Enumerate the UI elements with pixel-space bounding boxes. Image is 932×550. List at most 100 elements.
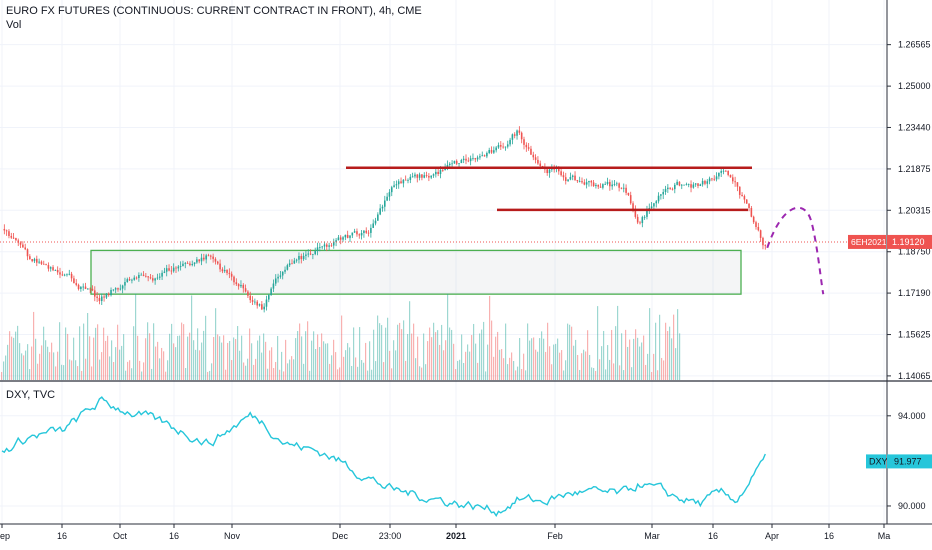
volume-bar <box>377 315 379 380</box>
candle-body <box>486 152 488 157</box>
volume-bar <box>663 360 665 380</box>
volume-bar <box>107 335 109 380</box>
volume-bar <box>417 336 419 380</box>
candle-body <box>745 199 748 204</box>
candle-body <box>367 232 370 234</box>
last-price-badge: 6EH2021 1.19120 <box>848 234 932 249</box>
volume-bar <box>271 347 273 380</box>
volume-bar <box>441 324 443 380</box>
candle-body <box>184 262 187 264</box>
volume-bar <box>35 338 37 380</box>
volume-bar <box>381 325 383 380</box>
candle-body <box>353 231 356 233</box>
candle-body <box>606 181 609 184</box>
candle-body <box>84 286 87 289</box>
volume-bar <box>109 356 111 380</box>
candle-body <box>525 144 528 148</box>
candle-body <box>281 271 284 276</box>
candle-body <box>135 277 138 279</box>
volume-bar <box>287 363 289 380</box>
candle-body <box>63 274 66 276</box>
volume-bar <box>575 339 577 380</box>
candle-body <box>377 214 379 221</box>
candle-body <box>3 228 6 231</box>
volume-bar <box>111 340 113 380</box>
volume-bar <box>675 348 677 380</box>
volume-bar <box>69 359 71 380</box>
volume-bar <box>97 324 99 380</box>
candle-body <box>61 274 64 276</box>
dxy-price-axis: 94.000 90.000 <box>887 411 926 511</box>
candle-body <box>397 181 400 185</box>
projection-path <box>766 206 825 295</box>
candle-body <box>205 255 207 260</box>
candle-body <box>307 253 310 255</box>
volume-bar <box>391 368 393 380</box>
candle-body <box>578 181 581 182</box>
candle-body <box>597 184 600 187</box>
volume-bar <box>565 360 567 380</box>
volume-bar <box>289 359 291 380</box>
volume-bar <box>607 345 609 380</box>
volume-bar <box>351 365 353 380</box>
candle-body <box>435 171 437 175</box>
candle-body <box>59 272 61 275</box>
volume-bar <box>397 324 399 380</box>
candle-body <box>244 288 247 292</box>
volume-bar <box>513 361 515 380</box>
candle-body <box>172 267 175 272</box>
candle-body <box>481 155 484 157</box>
volume-bar <box>503 358 505 380</box>
candle-body <box>414 174 416 177</box>
volume-bar <box>5 355 7 380</box>
candle-body <box>467 160 470 162</box>
volume-bar <box>53 352 55 380</box>
volume-bar <box>587 330 589 380</box>
volume-bar <box>259 335 261 380</box>
volume-bar <box>79 326 81 380</box>
last-price-value: 1.19120 <box>892 237 925 247</box>
candle-body <box>527 147 530 149</box>
candle-body <box>439 169 442 175</box>
candle-body <box>233 276 235 283</box>
volume-bar <box>359 327 361 380</box>
candle-body <box>15 237 17 241</box>
candle-body <box>759 230 762 238</box>
candle-body <box>342 237 344 240</box>
candle-body <box>755 222 757 227</box>
candle-body <box>288 263 291 266</box>
volume-bar <box>267 368 269 380</box>
volume-bar <box>189 332 191 380</box>
volume-bar <box>489 295 491 380</box>
volume-bar <box>337 369 339 380</box>
candle-body <box>279 275 282 277</box>
candle-body <box>77 284 80 289</box>
candle-body <box>692 184 695 188</box>
volume-bar <box>495 336 497 380</box>
candle-body <box>694 183 697 185</box>
candle-body <box>193 262 196 265</box>
volume-bar <box>511 352 513 380</box>
volume-bar <box>249 328 251 380</box>
candle-body <box>400 181 402 184</box>
price-candles <box>3 126 767 313</box>
candle-body <box>469 158 472 162</box>
volume-bar <box>467 344 469 380</box>
volume-bar <box>561 350 563 380</box>
candle-body <box>196 259 198 263</box>
candle-body <box>423 175 426 178</box>
candle-body <box>298 255 300 260</box>
volume-bar <box>349 347 351 380</box>
volume-bar <box>303 363 305 380</box>
candle-body <box>418 174 421 178</box>
volume-bar <box>253 364 255 380</box>
volume-bar <box>191 295 193 380</box>
volume-bar <box>147 322 149 380</box>
candle-body <box>741 194 743 197</box>
candle-body <box>683 184 685 186</box>
volume-bar <box>291 356 293 380</box>
price-axis-label: 1.15625 <box>898 330 931 340</box>
volume-bar <box>665 322 667 380</box>
volume-bar <box>299 323 301 380</box>
candle-body <box>620 187 623 189</box>
